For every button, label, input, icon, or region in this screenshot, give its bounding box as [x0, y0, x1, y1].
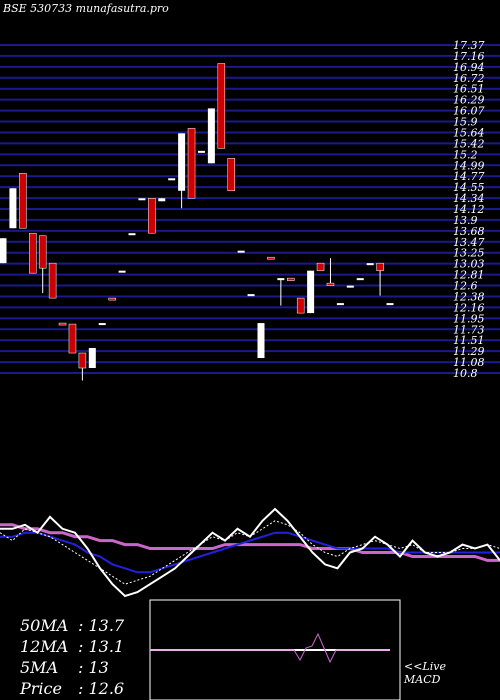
ma50-line [0, 523, 500, 562]
y-tick-label: 16.72 [453, 72, 485, 85]
y-tick-label: 12.81 [453, 269, 485, 282]
macd-panel [149, 599, 401, 700]
candle-body [168, 178, 176, 181]
y-tick-label: 13.03 [453, 258, 485, 271]
y-tick-label: 10.8 [453, 367, 478, 380]
y-tick-label: 16.51 [453, 83, 485, 96]
candle-body [346, 285, 354, 288]
candle-body [68, 323, 77, 354]
y-tick-label: 11.08 [453, 356, 485, 369]
y-tick-label: 14.34 [453, 192, 485, 205]
stat-12ma: 12MA : 13.1 [20, 636, 150, 657]
candles [0, 63, 394, 381]
candle-body [108, 297, 116, 301]
candle-body [78, 352, 87, 369]
candle-body [187, 128, 196, 199]
stat-5ma: 5MA : 13 [20, 657, 150, 678]
stat-value: : 13.7 [78, 616, 125, 635]
candle-body [118, 270, 126, 273]
candle-body [148, 198, 156, 234]
y-tick-label: 12.38 [453, 290, 485, 303]
stat-label: 50MA [20, 616, 69, 635]
y-tick-label: 15.64 [453, 126, 485, 139]
candle-body [38, 235, 47, 269]
macd-label-live: <<Live [404, 660, 446, 673]
candle-body [98, 323, 106, 326]
macd-line [150, 632, 390, 664]
stat-value: : 12.6 [78, 679, 125, 698]
y-tick-label: 13.47 [453, 236, 485, 249]
candle-body [257, 323, 265, 359]
candle-body [336, 303, 344, 306]
candle-body [19, 173, 27, 229]
candle-body [178, 133, 186, 191]
y-tick-label: 13.25 [453, 247, 485, 260]
candle-body [138, 198, 146, 201]
candle-body [307, 270, 315, 314]
macd-label: <<Live MACD [404, 660, 446, 686]
y-tick-label: 14.99 [453, 159, 485, 172]
candle-body [366, 263, 374, 266]
candle-body [0, 238, 7, 264]
candle-body [58, 322, 67, 326]
candle-body [128, 233, 136, 236]
moving-average-panel [0, 507, 500, 598]
candle-body [237, 250, 245, 253]
candle-body [88, 348, 96, 369]
y-tick-label: 15.42 [453, 137, 485, 150]
stat-50ma: 50MA : 13.7 [20, 615, 150, 636]
y-tick-label: 17.37 [453, 39, 485, 52]
candle-body [326, 282, 335, 286]
candle-body [287, 277, 295, 281]
stat-label: Price [20, 679, 62, 698]
stat-label: 5MA [20, 658, 59, 677]
y-tick-label: 13.9 [453, 214, 478, 227]
chart-title: BSE 530733 munafasutra.pro [2, 2, 169, 15]
y-tick-label: 11.51 [453, 334, 485, 347]
candle-body [207, 108, 215, 164]
y-tick-label: 13.68 [453, 225, 485, 238]
ma12-line [0, 531, 500, 574]
y-tick-label: 15.2 [453, 148, 478, 161]
y-tick-label: 16.07 [453, 105, 485, 118]
y-tick-label: 12.6 [453, 280, 478, 293]
stat-label: 12MA [20, 637, 69, 656]
candle-body [296, 297, 305, 314]
candle-body [316, 262, 325, 271]
y-tick-label: 11.95 [453, 312, 485, 325]
candle-body [29, 232, 37, 274]
candle-body [356, 278, 364, 281]
y-tick-label: 16.29 [453, 94, 485, 107]
candle-body [267, 256, 275, 260]
candle-body [197, 150, 205, 153]
y-tick-label: 12.16 [453, 301, 485, 314]
candle-body [217, 63, 226, 149]
y-tick-label: 11.73 [453, 323, 485, 336]
candle-body [9, 188, 17, 229]
candle-body [48, 262, 57, 299]
macd-label-name: MACD [404, 673, 441, 686]
candle-body [158, 198, 166, 202]
stat-value: : 13.1 [78, 637, 125, 656]
price-line [0, 507, 500, 598]
stats-panel: 50MA : 13.7 12MA : 13.1 5MA : 13 Price : 12.… [20, 615, 150, 699]
y-tick-label: 14.12 [453, 203, 485, 216]
candle-body [376, 262, 384, 271]
stat-price: Price : 12.6 [20, 678, 150, 699]
y-tick-label: 11.29 [453, 345, 485, 358]
stat-value: : 13 [78, 658, 109, 677]
price-grid [0, 44, 500, 374]
y-tick-label: 14.55 [453, 181, 485, 194]
y-tick-label: 14.77 [453, 170, 485, 183]
candle-body [227, 158, 235, 192]
y-tick-label: 16.94 [453, 61, 485, 74]
y-tick-label: 17.16 [453, 50, 485, 63]
candle-body [386, 303, 394, 306]
y-axis-ticks: 17.3717.1616.9416.7216.5116.2916.0715.91… [453, 39, 485, 380]
candle-body [247, 294, 255, 297]
candle-body [277, 278, 285, 281]
y-tick-label: 15.9 [453, 116, 478, 129]
